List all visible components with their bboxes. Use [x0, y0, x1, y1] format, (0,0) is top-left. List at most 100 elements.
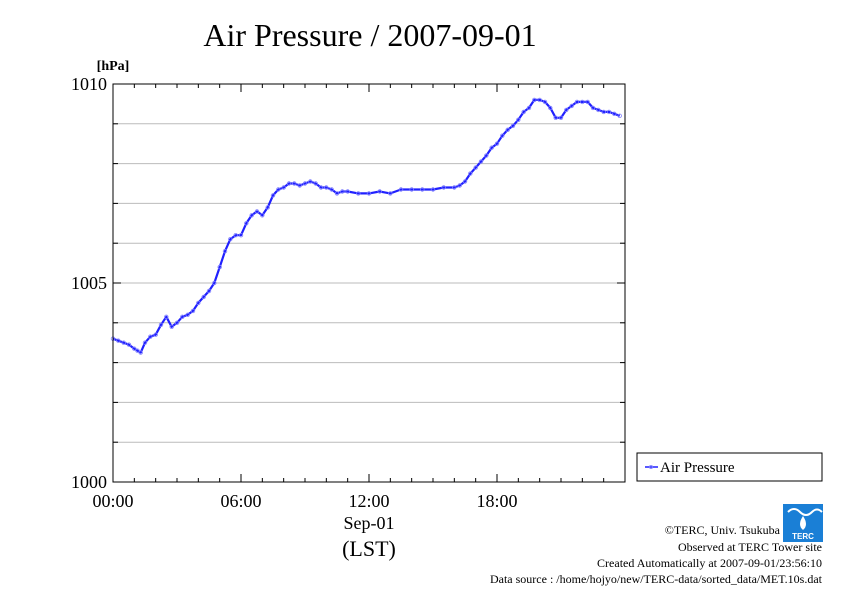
data-point: [313, 181, 318, 186]
data-point: [537, 97, 542, 103]
data-point: [377, 189, 382, 194]
legend: Air Pressure: [636, 452, 823, 482]
data-point: [484, 153, 489, 158]
x-axis-date-label: Sep-01: [344, 513, 395, 533]
data-point: [612, 111, 617, 116]
data-point: [521, 109, 526, 115]
data-point: [590, 105, 596, 111]
data-point: [270, 193, 276, 198]
footer-observed: Observed at TERC Tower site: [678, 540, 822, 554]
x-tick-label: 18:00: [476, 491, 517, 511]
footer-source: Data source : /home/hojyo/new/TERC-data/…: [490, 572, 823, 586]
data-point: [185, 312, 190, 317]
data-point: [308, 179, 313, 184]
footer-copyright: ©TERC, Univ. Tsukuba: [665, 523, 781, 537]
data-point: [452, 185, 457, 190]
chart-title: Air Pressure / 2007-09-01: [203, 17, 536, 53]
data-point: [329, 187, 334, 192]
data-point: [356, 191, 361, 196]
data-point: [158, 322, 164, 327]
data-point: [564, 107, 569, 113]
data-point: [116, 338, 121, 343]
data-point: [345, 189, 350, 194]
data-point: [196, 300, 201, 306]
data-point: [398, 187, 404, 192]
data-point: [409, 187, 414, 192]
data-point: [526, 105, 532, 111]
data-point: [286, 181, 292, 186]
data-point: [617, 113, 622, 118]
data-point: [276, 187, 281, 192]
data-point: [180, 314, 185, 319]
data-point: [457, 183, 462, 188]
data-point: [489, 145, 494, 150]
data-point: [558, 115, 564, 120]
data-point: [249, 213, 254, 218]
data-point: [420, 187, 425, 192]
data-point: [494, 141, 500, 146]
y-tick-label: 1000: [71, 472, 107, 492]
data-point: [174, 320, 180, 325]
data-point: [121, 340, 126, 345]
data-point: [430, 187, 436, 192]
data-point: [238, 232, 244, 238]
footer-created: Created Automatically at 2007-09-01/23:5…: [597, 556, 822, 570]
data-point: [505, 127, 510, 132]
legend-label: Air Pressure: [660, 460, 735, 476]
data-point: [553, 115, 558, 120]
data-point: [542, 99, 548, 105]
data-point: [292, 181, 297, 186]
data-point: [366, 191, 372, 196]
grid: [113, 123, 625, 443]
logo-text: TERC: [792, 532, 814, 541]
data-point: [281, 185, 286, 190]
data-point: [334, 191, 340, 196]
y-tick-label: 1010: [71, 74, 107, 94]
data-point: [190, 308, 196, 314]
logo-drop: [800, 516, 806, 530]
data-point: [340, 189, 345, 194]
data-point: [206, 288, 212, 294]
data-point: [302, 181, 308, 186]
x-tick-label: 00:00: [92, 491, 133, 511]
data-point: [265, 205, 270, 210]
data-point: [244, 221, 249, 226]
data-point: [510, 123, 516, 128]
data-point: [601, 109, 606, 115]
data-point: [548, 105, 553, 111]
data-point: [574, 99, 580, 105]
data-point: [500, 133, 505, 138]
logo-wave: [787, 508, 823, 516]
data-point: [254, 209, 260, 214]
legend-box: [636, 452, 823, 482]
data-point: [201, 294, 206, 300]
data-point: [569, 103, 574, 109]
data-point: [212, 280, 217, 286]
data-point: [324, 185, 329, 190]
axes: 1000 1005 1010 00:00 06:00 12:00 18:00: [71, 74, 626, 511]
x-axis-timezone-label: (LST): [342, 536, 396, 561]
series-air-pressure: [110, 97, 622, 355]
data-point: [318, 185, 324, 190]
series-line: [112, 98, 621, 354]
data-point: [580, 99, 585, 105]
data-point: [462, 179, 468, 184]
data-point: [606, 109, 612, 115]
data-point: [478, 159, 484, 164]
data-point: [153, 332, 158, 337]
terc-logo: TERC: [783, 504, 823, 542]
data-point: [135, 348, 140, 353]
legend-marker: [649, 464, 654, 469]
data-point: [138, 350, 143, 355]
data-point: [596, 107, 601, 113]
y-axis-unit: [hPa]: [97, 59, 130, 74]
data-point: [164, 314, 169, 319]
data-point: [228, 236, 233, 242]
data-point: [217, 264, 222, 270]
data-point: [233, 232, 238, 238]
data-point: [516, 117, 521, 122]
data-point: [148, 334, 153, 339]
x-tick-label: 06:00: [220, 491, 261, 511]
data-point: [468, 171, 473, 176]
